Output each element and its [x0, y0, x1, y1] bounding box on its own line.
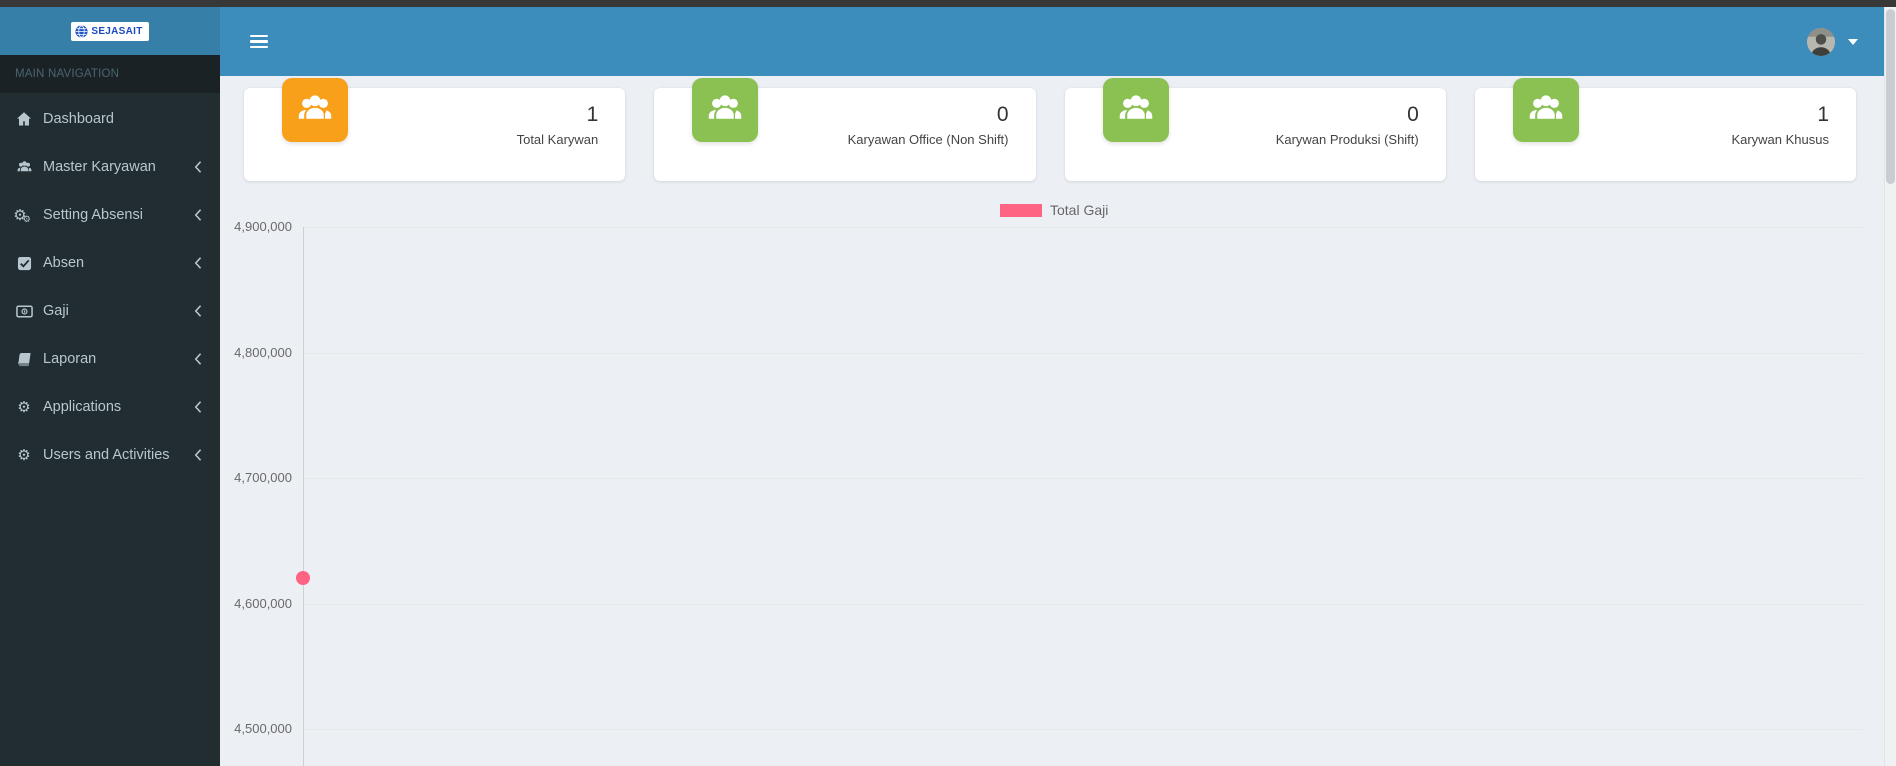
stat-card-karyawan-khusus: 1 Karywan Khusus: [1474, 78, 1856, 181]
y-axis-tick-label: 4,900,000: [234, 219, 292, 234]
sidebar-item-applications[interactable]: ⚙ Applications: [0, 383, 220, 431]
stat-label: Total Karywan: [516, 132, 599, 147]
users-group-icon: [692, 78, 759, 142]
legend-swatch: [1000, 203, 1042, 217]
chart-gridline: [303, 478, 1862, 479]
stat-cards-row: 1 Total Karywan 0 Karyawan Office (Non S…: [220, 78, 1884, 181]
sidebar-section-header: MAIN NAVIGATION: [0, 55, 220, 93]
hamburger-icon: [250, 34, 268, 49]
data-point[interactable]: [296, 571, 310, 586]
sidebar-item-label: Setting Absensi: [43, 207, 143, 223]
stat-card-total-karyawan: 1 Total Karywan: [244, 78, 626, 181]
scrollbar[interactable]: [1884, 7, 1896, 766]
caret-down-icon: [1848, 38, 1858, 45]
scrollbar-thumb[interactable]: [1886, 9, 1895, 184]
book-icon: [14, 352, 34, 367]
sidebar-toggle-button[interactable]: [220, 7, 280, 76]
chart-gridline: [303, 352, 1862, 354]
stat-value: 0: [996, 103, 1009, 126]
chevron-left-icon: [193, 208, 202, 222]
y-axis-tick-label: 4,800,000: [234, 344, 292, 360]
sidebar-item-master-karyawan[interactable]: Master Karyawan: [0, 143, 220, 191]
stat-value: 1: [1817, 103, 1829, 126]
logo-text: SEJASAIT: [91, 25, 143, 37]
stat-label: Karywan Produksi (Shift): [1275, 132, 1419, 147]
stat-card-body: 1 Karywan Khusus: [1731, 103, 1829, 147]
sidebar-item-gaji[interactable]: Gaji: [0, 287, 220, 335]
chevron-left-icon: [193, 160, 202, 174]
sidebar-item-label: Applications: [43, 399, 122, 415]
chevron-left-icon: [193, 256, 202, 270]
sidebar-item-label: Gaji: [43, 303, 69, 319]
y-axis-tick-label: 4,500,000: [234, 721, 292, 736]
main-content: 1 Total Karywan 0 Karyawan Office (Non S…: [220, 76, 1884, 766]
gear-icon: ⚙: [17, 446, 31, 464]
chevron-left-icon: [193, 448, 202, 462]
chart-gridline: [303, 227, 1862, 228]
sidebar-menu: Dashboard Master Karyawan ⚙ ⚙ Setting Abs…: [0, 95, 220, 479]
stat-card-karyawan-office: 0 Karyawan Office (Non Shift): [654, 78, 1036, 181]
sidebar: SEJASAIT MAIN NAVIGATION Dashboard Maste…: [0, 7, 220, 766]
sidebar-item-label: Master Karyawan: [43, 159, 156, 175]
sidebar-item-laporan[interactable]: Laporan: [0, 335, 220, 383]
sidebar-item-label: Absen: [43, 255, 85, 271]
users-group-icon: [282, 78, 348, 142]
gear-icon: ⚙: [17, 398, 31, 416]
globe-icon: [75, 24, 88, 38]
navbar: [220, 7, 1884, 76]
top-strip: [0, 0, 1896, 7]
money-icon: [14, 304, 34, 319]
chevron-left-icon: [193, 400, 202, 414]
stat-label: Karyawan Office (Non Shift): [847, 132, 1009, 147]
chart-gridline: [303, 729, 1862, 730]
sidebar-item-label: Dashboard: [43, 111, 114, 127]
legend-label: Total Gaji: [1050, 202, 1109, 218]
y-axis-tick-label: 4,700,000: [234, 470, 292, 485]
stat-card-body: 0 Karyawan Office (Non Shift): [848, 103, 1009, 147]
user-menu[interactable]: [1807, 27, 1884, 56]
salary-chart: Total Gaji 4,900,000 4,800,000 4,700,000 4,…: [220, 190, 1884, 766]
sidebar-item-absen[interactable]: Absen: [0, 239, 220, 287]
sidebar-item-label: Users and Activities: [43, 447, 170, 463]
stat-card-body: 1 Total Karywan: [517, 103, 599, 147]
y-axis-line: [303, 227, 304, 766]
chart-gridline: [303, 603, 1862, 605]
stat-card-body: 0 Karywan Produksi (Shift): [1276, 103, 1419, 147]
users-icon: [14, 159, 34, 176]
chevron-left-icon: [193, 304, 202, 318]
stat-value: 1: [586, 103, 599, 126]
avatar: [1807, 27, 1835, 56]
logo-badge: SEJASAIT: [71, 21, 149, 41]
sidebar-item-users-and-activities[interactable]: ⚙ Users and Activities: [0, 431, 220, 479]
stat-value: 0: [1407, 103, 1419, 126]
stat-label: Karywan Khusus: [1731, 132, 1829, 147]
check-square-icon: [14, 256, 34, 271]
users-group-icon: [1102, 78, 1169, 142]
home-icon: [14, 111, 34, 127]
sidebar-item-dashboard[interactable]: Dashboard: [0, 95, 220, 143]
stat-card-karyawan-produksi: 0 Karywan Produksi (Shift): [1064, 78, 1446, 181]
users-group-icon: [1512, 78, 1579, 142]
sidebar-item-setting-absensi[interactable]: ⚙ ⚙ Setting Absensi: [0, 191, 220, 239]
logo[interactable]: SEJASAIT: [0, 7, 220, 55]
chevron-left-icon: [193, 352, 202, 366]
y-axis-tick-label: 4,600,000: [234, 595, 292, 611]
chart-legend[interactable]: Total Gaji: [1000, 202, 1108, 218]
sidebar-item-label: Laporan: [43, 351, 97, 367]
cogs-icon: ⚙ ⚙: [13, 206, 31, 224]
